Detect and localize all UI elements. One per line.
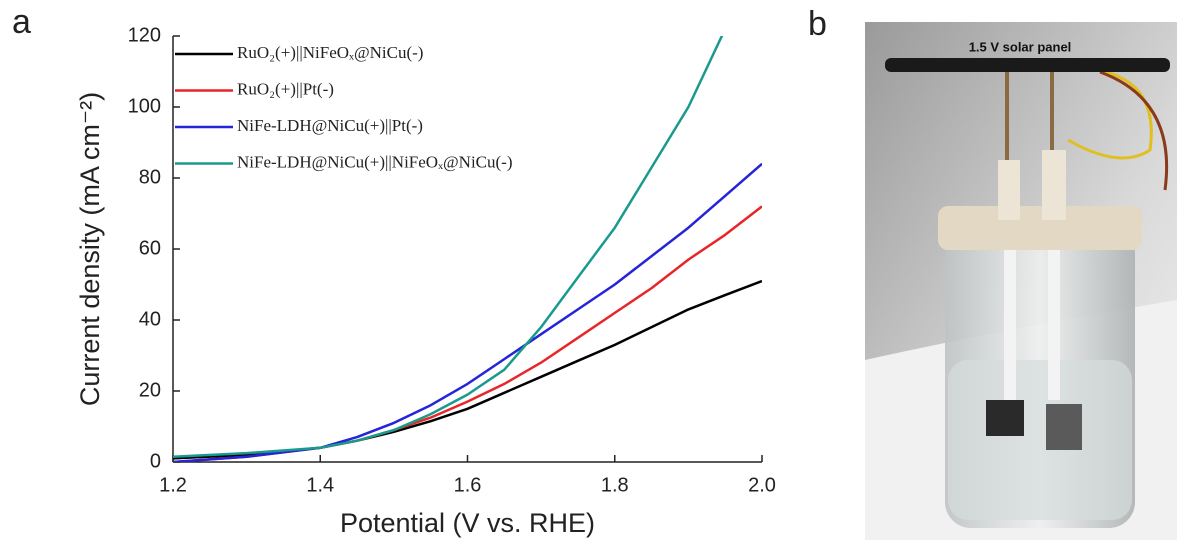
y-tick-label: 120 <box>128 24 161 46</box>
y-tick-label: 100 <box>128 95 161 117</box>
legend-label: NiFe-LDH@NiCu(+)||Pt(-) <box>237 116 423 135</box>
wire <box>1067 68 1153 160</box>
data-line <box>173 205 762 462</box>
photo: b 1.5 V solar panel <box>808 5 1177 540</box>
data-line <box>173 36 724 458</box>
plot-area <box>173 36 762 462</box>
electrode-holder <box>1042 150 1066 220</box>
y-tick-label: 80 <box>139 166 161 188</box>
wire <box>1099 70 1169 191</box>
x-axis-label: Potential (V vs. RHE) <box>340 508 595 538</box>
y-axis-label: Current density (mA cm⁻²) <box>75 92 105 406</box>
solar-panel <box>885 58 1170 72</box>
electrode-rod <box>1004 250 1016 400</box>
electrode <box>1046 404 1082 450</box>
panel-label: a <box>12 3 31 41</box>
panel-label: b <box>808 5 827 43</box>
lid <box>938 206 1142 250</box>
chart: 0 20 40 60 80 100 120 1.2 1.4 1.6 1.8 2.0 Potential … <box>75 24 776 538</box>
legend-label: NiFe-LDH@NiCu(+)||NiFeOₓ@NiCu(-) <box>237 152 513 171</box>
y-tick-label: 0 <box>150 450 161 472</box>
electrode <box>986 400 1024 436</box>
electrode-holder <box>998 160 1020 220</box>
y-tick-label: 20 <box>139 379 161 401</box>
x-tick-label: 1.6 <box>454 474 482 496</box>
electrode-rod <box>1048 250 1060 400</box>
legend-label: RuO₂(+)||NiFeOₓ@NiCu(-) <box>237 43 423 62</box>
data-line <box>173 162 762 462</box>
photo-caption: 1.5 V solar panel <box>969 39 1072 54</box>
legend-label: RuO₂(+)||Pt(-) <box>237 79 334 98</box>
x-tick-label: 2.0 <box>748 474 776 496</box>
x-tick-label: 1.8 <box>601 474 629 496</box>
y-tick-label: 60 <box>139 237 161 259</box>
data-line <box>173 279 762 460</box>
y-tick-label: 40 <box>139 308 161 330</box>
x-tick-label: 1.2 <box>159 474 187 496</box>
water <box>948 360 1132 520</box>
x-tick-label: 1.4 <box>306 474 334 496</box>
